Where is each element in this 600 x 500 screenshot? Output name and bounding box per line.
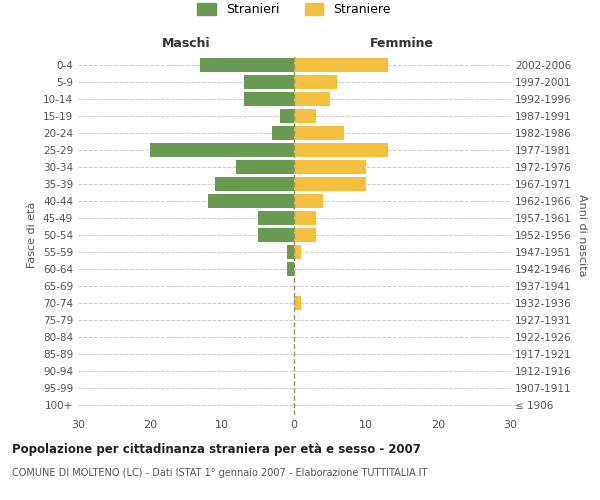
Bar: [294, 144, 388, 157]
Text: COMUNE DI MOLTENO (LC) - Dati ISTAT 1° gennaio 2007 - Elaborazione TUTTITALIA.IT: COMUNE DI MOLTENO (LC) - Dati ISTAT 1° g…: [12, 468, 427, 477]
Bar: [294, 178, 366, 191]
Bar: [200, 58, 294, 72]
Y-axis label: Anni di nascita: Anni di nascita: [577, 194, 587, 276]
Bar: [244, 76, 294, 89]
Bar: [294, 228, 316, 242]
Bar: [287, 245, 294, 259]
Bar: [215, 178, 294, 191]
Bar: [294, 296, 301, 310]
Bar: [258, 228, 294, 242]
Bar: [294, 76, 337, 89]
Bar: [236, 160, 294, 174]
Bar: [294, 126, 344, 140]
Bar: [294, 58, 388, 72]
Bar: [287, 262, 294, 276]
Bar: [294, 160, 366, 174]
Bar: [258, 211, 294, 225]
Bar: [208, 194, 294, 208]
Text: Femmine: Femmine: [370, 37, 434, 50]
Bar: [244, 92, 294, 106]
Y-axis label: Fasce di età: Fasce di età: [28, 202, 37, 268]
Bar: [150, 144, 294, 157]
Bar: [294, 110, 316, 123]
Text: Popolazione per cittadinanza straniera per età e sesso - 2007: Popolazione per cittadinanza straniera p…: [12, 442, 421, 456]
Bar: [280, 110, 294, 123]
Bar: [272, 126, 294, 140]
Bar: [294, 194, 323, 208]
Bar: [294, 245, 301, 259]
Text: Maschi: Maschi: [161, 37, 211, 50]
Legend: Stranieri, Straniere: Stranieri, Straniere: [197, 4, 391, 16]
Bar: [294, 92, 330, 106]
Bar: [294, 211, 316, 225]
